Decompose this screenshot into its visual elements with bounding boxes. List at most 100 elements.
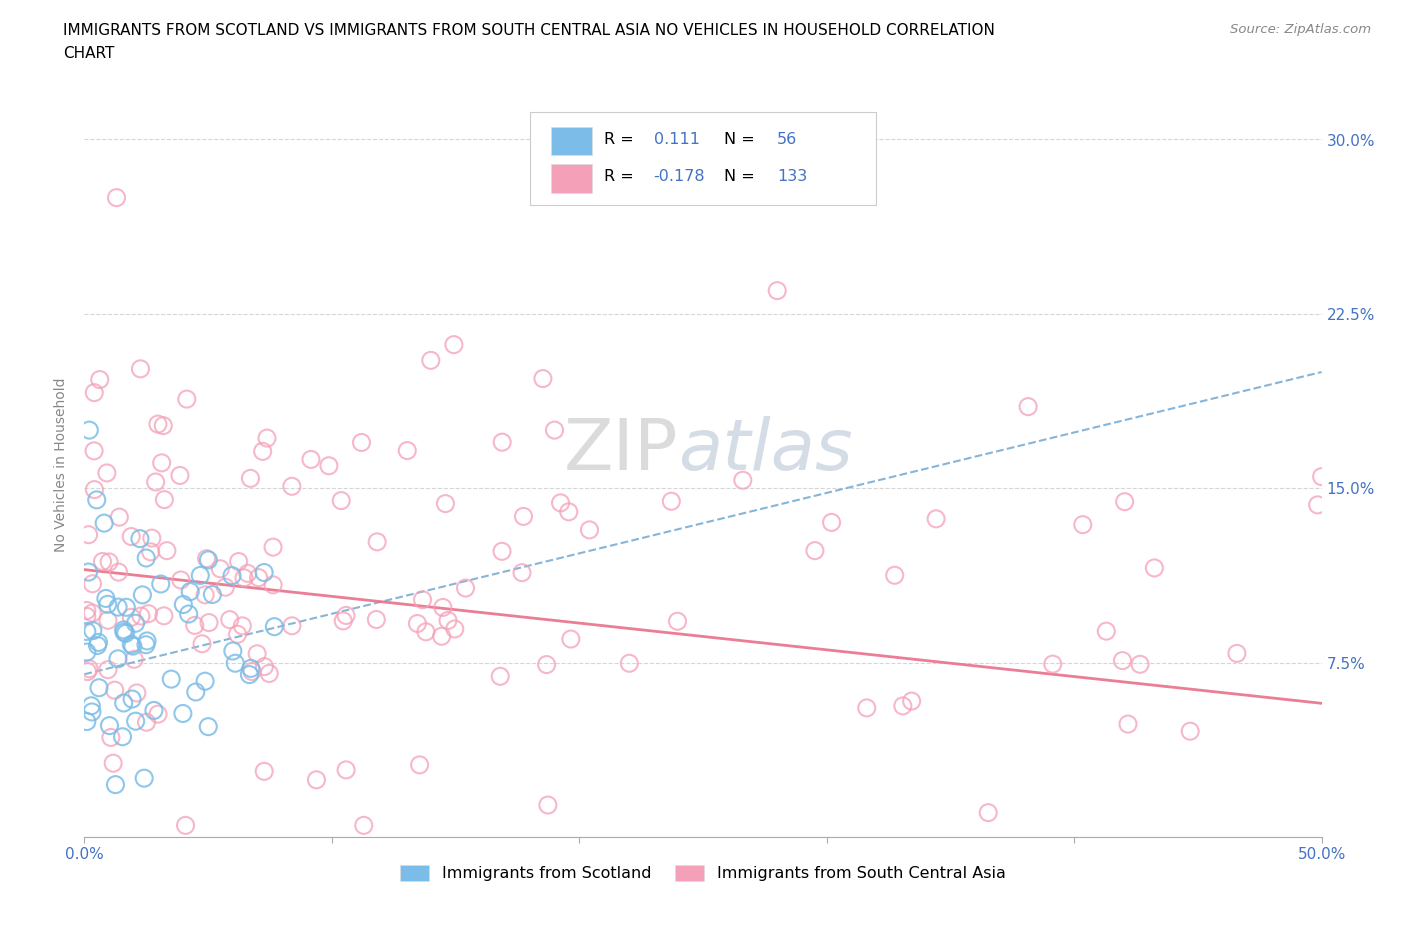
Point <box>1143 561 1166 576</box>
Point <box>239 661 262 676</box>
Point <box>194 673 217 688</box>
Point <box>330 493 353 508</box>
Text: N =: N = <box>724 132 759 147</box>
Point <box>115 600 138 615</box>
Point <box>153 492 176 507</box>
Point <box>1017 399 1039 414</box>
Point <box>366 612 388 627</box>
Point <box>666 614 689 629</box>
Point <box>105 190 128 205</box>
Point <box>619 656 641 671</box>
Point <box>560 631 582 646</box>
Point <box>156 543 179 558</box>
Point <box>201 587 224 602</box>
Point <box>83 482 105 497</box>
Point <box>236 566 259 581</box>
Point <box>170 573 193 588</box>
Point <box>96 466 118 481</box>
Point <box>135 637 157 652</box>
Point <box>149 577 172 591</box>
Point <box>184 618 207 632</box>
Point <box>252 444 274 458</box>
Point <box>93 515 115 530</box>
Point <box>536 658 558 672</box>
Point <box>120 610 142 625</box>
Text: IMMIGRANTS FROM SCOTLAND VS IMMIGRANTS FROM SOUTH CENTRAL ASIA NO VEHICLES IN HO: IMMIGRANTS FROM SCOTLAND VS IMMIGRANTS F… <box>63 23 995 38</box>
Point <box>1095 624 1118 639</box>
Point <box>112 696 135 711</box>
Point <box>169 468 191 483</box>
Point <box>153 608 176 623</box>
Point <box>443 338 465 352</box>
Text: ZIP: ZIP <box>564 416 678 485</box>
Point <box>89 372 111 387</box>
Point <box>430 629 453 644</box>
Point <box>145 474 167 489</box>
Point <box>231 618 253 633</box>
Point <box>491 434 513 449</box>
Point <box>120 529 142 544</box>
Point <box>263 619 285 634</box>
Point <box>98 718 121 733</box>
Point <box>221 568 243 583</box>
Point <box>1306 498 1329 512</box>
Point <box>195 551 218 566</box>
Point <box>197 719 219 734</box>
Point <box>432 600 454 615</box>
Point <box>396 443 419 458</box>
Point <box>883 568 905 583</box>
Point <box>76 609 98 624</box>
Point <box>194 588 217 603</box>
Point <box>97 597 120 612</box>
Point <box>77 661 100 676</box>
Point <box>135 715 157 730</box>
Point <box>83 385 105 400</box>
Point <box>138 606 160 621</box>
Point <box>124 616 146 631</box>
Point <box>131 588 153 603</box>
Text: -0.178: -0.178 <box>654 169 706 184</box>
Point <box>141 531 163 546</box>
Point <box>191 636 214 651</box>
Point <box>129 531 152 546</box>
Point <box>80 705 103 720</box>
Text: 0.111: 0.111 <box>654 132 700 147</box>
Point <box>134 771 156 786</box>
Point <box>160 671 183 686</box>
Point <box>172 706 194 721</box>
Point <box>262 578 284 592</box>
Point <box>256 431 278 445</box>
Point <box>142 703 165 718</box>
Text: 133: 133 <box>778 169 807 184</box>
Point <box>1114 494 1136 509</box>
Point <box>111 729 134 744</box>
Point <box>305 773 328 788</box>
Point <box>224 656 246 671</box>
Point <box>107 651 129 666</box>
Point <box>1226 646 1249 661</box>
Point <box>76 644 98 659</box>
Point <box>108 510 131 525</box>
Point <box>104 777 127 792</box>
Point <box>129 362 152 377</box>
Point <box>197 552 219 567</box>
Point <box>415 624 437 639</box>
Point <box>176 392 198 406</box>
Point <box>146 707 169 722</box>
Point <box>104 683 127 698</box>
FancyBboxPatch shape <box>530 112 876 205</box>
Point <box>766 283 789 298</box>
Point <box>122 639 145 654</box>
Point <box>112 625 135 640</box>
Text: 56: 56 <box>778 132 797 147</box>
Point <box>76 714 98 729</box>
Point <box>240 664 263 679</box>
Point <box>97 613 120 628</box>
Point <box>558 504 581 519</box>
Point <box>253 659 276 674</box>
Point <box>335 608 357 623</box>
Point <box>1310 469 1333 484</box>
Point <box>543 422 565 438</box>
Point <box>121 692 143 707</box>
Point <box>76 603 98 618</box>
